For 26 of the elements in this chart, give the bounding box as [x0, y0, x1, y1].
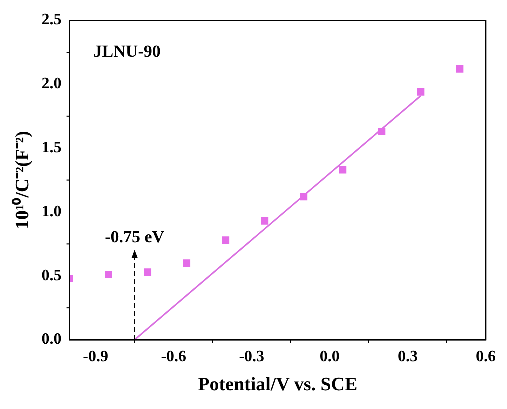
- x-tick-label: 0.3: [398, 348, 418, 366]
- y-tick-label: 0.0: [42, 331, 62, 348]
- y-axis-title: 10¹⁰/C⁻²(F⁻²): [11, 131, 34, 230]
- point: [378, 128, 386, 136]
- x-tick-label: -0.9: [83, 348, 108, 366]
- y-tick-label: 0.5: [42, 267, 62, 284]
- x-tick-label: 0.6: [476, 348, 496, 366]
- point: [300, 193, 308, 201]
- point: [261, 218, 269, 225]
- y-tick-label: 1.0: [42, 203, 62, 220]
- x-tick-label: 0.0: [320, 348, 340, 366]
- point: [456, 65, 464, 73]
- point: [105, 271, 112, 279]
- point: [339, 166, 347, 174]
- point: [144, 268, 152, 276]
- point: [417, 88, 425, 96]
- y-tick-label: 1.5: [42, 140, 62, 156]
- x-tick-label: -0.3: [239, 348, 265, 366]
- point: [183, 260, 191, 268]
- point: [222, 236, 230, 244]
- y-tick-label: 2.0: [42, 76, 62, 93]
- annotation: -0.75 eV: [105, 227, 166, 246]
- x-axis-title: Potential/V vs. SCE: [198, 374, 358, 396]
- annotation: JLNU-90: [94, 42, 161, 61]
- y-tick-label: 2.5: [42, 12, 62, 29]
- x-tick-label: -0.6: [161, 348, 187, 366]
